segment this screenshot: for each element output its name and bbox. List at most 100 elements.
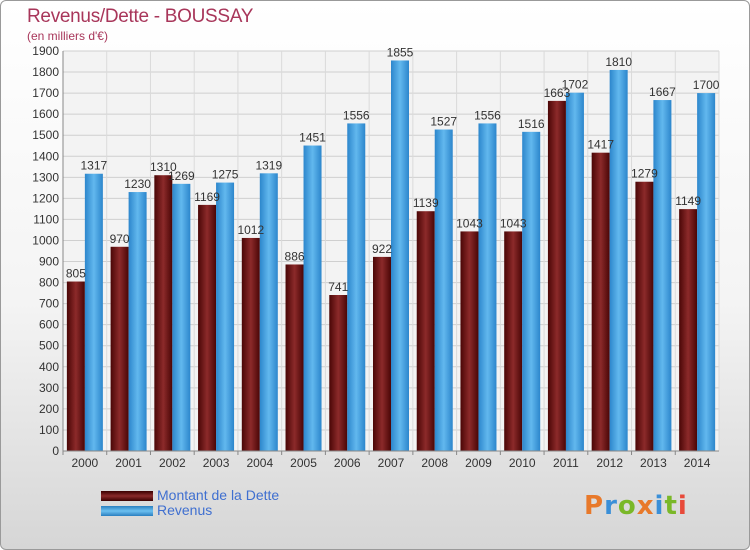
value-label-revenue: 1700 [693, 78, 720, 92]
chart-title: Revenus/Dette - BOUSSAY [27, 6, 254, 27]
bar-revenue [522, 131, 541, 451]
bar-revenue [391, 60, 409, 451]
bar-debt [66, 281, 85, 451]
value-label-revenue: 1516 [518, 117, 545, 131]
bar-revenue [434, 129, 453, 452]
y-tick-label: 100 [39, 423, 59, 437]
x-tick-label: 2005 [290, 456, 317, 470]
bar-revenue [653, 100, 672, 451]
x-tick-label: 2007 [378, 456, 405, 470]
value-label-debt: 1279 [631, 167, 658, 181]
logo-letter: i [677, 491, 688, 521]
value-label-debt: 1169 [194, 190, 220, 204]
y-tick-label: 1500 [32, 128, 59, 142]
logo-letter: o [617, 491, 637, 521]
x-tick-label: 2003 [203, 456, 230, 470]
y-tick-label: 1200 [32, 191, 59, 205]
value-label-revenue: 1230 [124, 177, 151, 191]
value-label-debt: 741 [328, 280, 348, 294]
bar-revenue [697, 93, 716, 452]
value-label-revenue: 1527 [430, 115, 457, 129]
x-tick-label: 2004 [246, 456, 273, 470]
y-tick-label: 800 [39, 276, 59, 290]
bar-revenue [303, 145, 322, 452]
y-tick-label: 1900 [32, 44, 59, 58]
bar-debt [547, 100, 566, 451]
value-label-debt: 1139 [413, 196, 439, 210]
value-label-revenue: 1810 [605, 55, 632, 69]
bar-revenue [128, 192, 147, 452]
bar-debt [679, 209, 698, 451]
legend-swatch-debt [101, 491, 153, 501]
y-tick-label: 1600 [32, 107, 59, 121]
bar-revenue [259, 173, 278, 451]
bar-debt [110, 246, 129, 451]
bar-revenue [172, 183, 191, 451]
value-label-debt: 1310 [150, 160, 177, 174]
x-tick-label: 2013 [640, 456, 667, 470]
y-tick-label: 900 [39, 255, 59, 269]
x-tick-label: 2000 [72, 456, 99, 470]
value-label-revenue: 1556 [343, 108, 370, 122]
y-tick-label: 0 [52, 444, 59, 458]
bar-revenue [347, 123, 366, 451]
logo-letter: i [654, 491, 665, 521]
value-label-debt: 1663 [544, 86, 571, 100]
x-tick-label: 2002 [159, 456, 186, 470]
bar-debt [329, 295, 348, 451]
value-label-revenue: 1556 [474, 108, 501, 122]
bar-revenue [84, 173, 103, 451]
value-label-debt: 886 [285, 249, 305, 263]
value-label-revenue: 1269 [168, 169, 195, 183]
value-label-debt: 1012 [237, 223, 264, 237]
value-label-debt: 970 [110, 232, 130, 246]
bar-debt [285, 264, 304, 451]
x-tick-label: 2011 [553, 456, 579, 470]
y-tick-label: 1300 [32, 170, 59, 184]
value-label-debt: 1043 [500, 216, 527, 230]
y-tick-label: 200 [39, 402, 59, 416]
logo-letter: x [636, 491, 655, 521]
value-label-debt: 805 [66, 267, 86, 281]
bar-debt [416, 211, 435, 451]
legend-label-debt: Montant de la Dette [157, 487, 280, 503]
value-label-revenue: 1855 [387, 45, 414, 59]
y-tick-label: 1000 [32, 233, 59, 247]
value-label-revenue: 1451 [299, 131, 326, 145]
y-tick-label: 300 [39, 381, 59, 395]
bar-revenue [216, 182, 235, 451]
value-label-revenue: 1275 [212, 168, 239, 182]
y-tick-label: 600 [39, 318, 59, 332]
logo-letter: P [584, 491, 605, 521]
value-label-revenue: 1702 [562, 78, 589, 92]
bar-debt [241, 237, 260, 451]
x-tick-label: 2010 [509, 456, 536, 470]
bar-debt [154, 175, 173, 452]
x-tick-label: 2012 [596, 456, 623, 470]
x-tick-label: 2001 [115, 456, 142, 470]
y-tick-label: 1800 [32, 65, 59, 79]
value-label-debt: 1043 [456, 216, 483, 230]
x-tick-label: 2008 [421, 456, 448, 470]
legend-swatch-revenue [101, 506, 153, 516]
logo-letter: t [664, 491, 678, 521]
y-tick-label: 1400 [32, 149, 59, 163]
value-label-debt: 922 [372, 242, 392, 256]
x-tick-label: 2014 [684, 456, 711, 470]
value-label-debt: 1149 [675, 194, 701, 208]
y-tick-label: 700 [39, 297, 59, 311]
bar-debt [504, 231, 523, 451]
x-tick-label: 2006 [334, 456, 361, 470]
logo-letter: r [604, 491, 618, 521]
value-label-revenue: 1667 [649, 85, 676, 99]
bar-debt [373, 256, 391, 451]
chart-subtitle: (en milliers d'€) [27, 29, 108, 43]
value-label-revenue: 1317 [81, 159, 108, 173]
bar-debt [635, 181, 654, 451]
bar-revenue [609, 69, 628, 452]
value-label-revenue: 1319 [255, 158, 282, 172]
bar-revenue [478, 123, 497, 451]
bar-debt [591, 152, 610, 451]
